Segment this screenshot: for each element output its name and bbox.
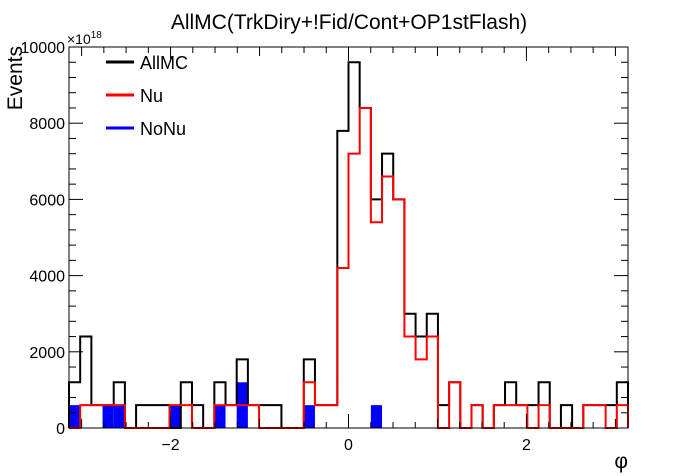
x-tick-label: −2 (161, 437, 179, 454)
x-tick-label: 2 (522, 437, 531, 454)
legend-label: AllMC (140, 53, 188, 73)
series-nu-line (69, 106, 629, 429)
legend-entry-nonu: NoNu (106, 119, 186, 139)
legend-label: NoNu (140, 119, 186, 139)
legend-entry-nu: Nu (106, 86, 163, 106)
bin-bar (370, 405, 383, 428)
y-tick-label: 2000 (29, 345, 65, 362)
x-axis: −2 0 2 (81, 47, 616, 454)
y-tick-label: 0 (56, 421, 65, 438)
bin-bar (113, 405, 125, 428)
legend-label: Nu (140, 86, 163, 106)
bin-bar (214, 405, 226, 428)
y-tick-label: 8000 (29, 116, 65, 133)
x-axis-label: φ (614, 450, 628, 473)
y-multiplier: ×1018 (67, 30, 102, 47)
y-tick-label: 4000 (29, 269, 65, 286)
y-tick-label: 6000 (29, 192, 65, 209)
y-axis: 0 2000 4000 6000 8000 10000 (21, 40, 628, 438)
y-tick-label: 10000 (21, 40, 66, 57)
y-axis-label: Events (4, 46, 27, 110)
bin-bar (169, 405, 181, 428)
legend-entry-allmc: AllMC (106, 53, 188, 73)
bin-bar (102, 405, 114, 428)
x-tick-label: 0 (344, 437, 353, 454)
bin-bar (69, 405, 81, 428)
plot-frame (68, 46, 629, 429)
plot-area (68, 61, 629, 429)
legend: AllMC Nu NoNu (106, 53, 188, 139)
chart-title: AllMC(TrkDiry+!Fid/Cont+OP1stFlash) (171, 11, 527, 34)
bin-bar (303, 405, 315, 428)
